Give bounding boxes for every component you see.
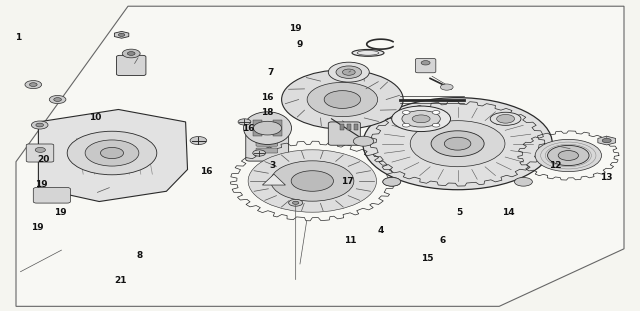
Circle shape — [497, 114, 515, 123]
Text: 20: 20 — [37, 155, 50, 164]
Circle shape — [383, 178, 401, 186]
Ellipse shape — [490, 112, 521, 125]
Circle shape — [29, 83, 37, 86]
Text: 17: 17 — [340, 177, 353, 185]
Polygon shape — [16, 6, 624, 306]
Text: 4: 4 — [378, 226, 384, 235]
Circle shape — [238, 119, 251, 125]
Text: 16: 16 — [242, 124, 255, 132]
Bar — [347, 124, 351, 130]
Text: 6: 6 — [440, 236, 446, 244]
Circle shape — [282, 70, 403, 129]
Polygon shape — [262, 174, 285, 185]
Circle shape — [353, 136, 374, 146]
FancyBboxPatch shape — [256, 148, 278, 153]
Circle shape — [336, 66, 362, 78]
Text: 10: 10 — [88, 113, 101, 122]
FancyBboxPatch shape — [26, 144, 54, 162]
Circle shape — [403, 123, 410, 127]
Text: 12: 12 — [549, 161, 562, 170]
Circle shape — [127, 52, 135, 55]
FancyBboxPatch shape — [415, 58, 436, 73]
Circle shape — [440, 84, 453, 90]
Text: 19: 19 — [35, 180, 48, 188]
Polygon shape — [598, 136, 616, 145]
Circle shape — [342, 69, 355, 75]
Circle shape — [558, 151, 579, 160]
Polygon shape — [115, 31, 129, 38]
Text: 19: 19 — [54, 208, 67, 216]
Circle shape — [383, 178, 401, 186]
Circle shape — [292, 201, 299, 204]
Circle shape — [291, 171, 333, 191]
Circle shape — [403, 110, 410, 114]
Text: 13: 13 — [600, 174, 613, 182]
Ellipse shape — [392, 106, 451, 132]
FancyBboxPatch shape — [33, 188, 70, 203]
Circle shape — [324, 91, 361, 108]
Text: 9: 9 — [296, 40, 303, 49]
Circle shape — [190, 137, 207, 145]
Ellipse shape — [243, 112, 292, 144]
Text: 5: 5 — [456, 208, 463, 216]
Text: 15: 15 — [421, 254, 434, 263]
Circle shape — [515, 178, 532, 186]
Text: 18: 18 — [261, 108, 274, 117]
Bar — [253, 120, 262, 136]
Circle shape — [35, 147, 45, 152]
Circle shape — [444, 137, 471, 150]
Bar — [354, 124, 358, 130]
Circle shape — [67, 131, 157, 175]
Circle shape — [253, 150, 266, 156]
Bar — [273, 120, 282, 136]
Circle shape — [54, 98, 61, 101]
Circle shape — [85, 140, 139, 166]
Text: 21: 21 — [114, 276, 127, 285]
Circle shape — [431, 131, 484, 156]
Circle shape — [432, 110, 440, 114]
Text: 3: 3 — [269, 161, 275, 170]
Ellipse shape — [412, 115, 430, 123]
Text: 19: 19 — [289, 24, 302, 33]
Circle shape — [328, 62, 369, 82]
Circle shape — [49, 95, 66, 104]
Circle shape — [548, 146, 589, 165]
Circle shape — [535, 139, 602, 172]
Text: 16: 16 — [261, 93, 274, 101]
Ellipse shape — [352, 49, 384, 56]
Circle shape — [31, 121, 48, 129]
Circle shape — [421, 61, 430, 65]
Bar — [340, 124, 344, 130]
Circle shape — [118, 33, 125, 36]
Circle shape — [253, 121, 282, 135]
FancyBboxPatch shape — [256, 141, 278, 146]
Text: 7: 7 — [267, 68, 273, 77]
Polygon shape — [38, 109, 188, 202]
Circle shape — [25, 81, 42, 89]
Circle shape — [289, 199, 303, 206]
Ellipse shape — [402, 110, 440, 127]
Circle shape — [602, 138, 611, 143]
FancyBboxPatch shape — [328, 122, 360, 145]
Text: 8: 8 — [136, 251, 143, 260]
Circle shape — [307, 82, 378, 117]
Text: 11: 11 — [344, 236, 357, 244]
Text: 16: 16 — [200, 167, 212, 176]
Circle shape — [122, 49, 140, 58]
Circle shape — [100, 147, 124, 159]
Circle shape — [36, 123, 44, 127]
FancyBboxPatch shape — [116, 55, 146, 76]
Circle shape — [410, 121, 505, 167]
Text: 1: 1 — [15, 34, 21, 42]
FancyBboxPatch shape — [246, 134, 289, 161]
Circle shape — [248, 150, 376, 212]
Circle shape — [363, 98, 552, 190]
Text: 14: 14 — [502, 208, 515, 216]
Circle shape — [271, 161, 354, 201]
Text: 19: 19 — [31, 223, 44, 232]
Circle shape — [432, 123, 440, 127]
